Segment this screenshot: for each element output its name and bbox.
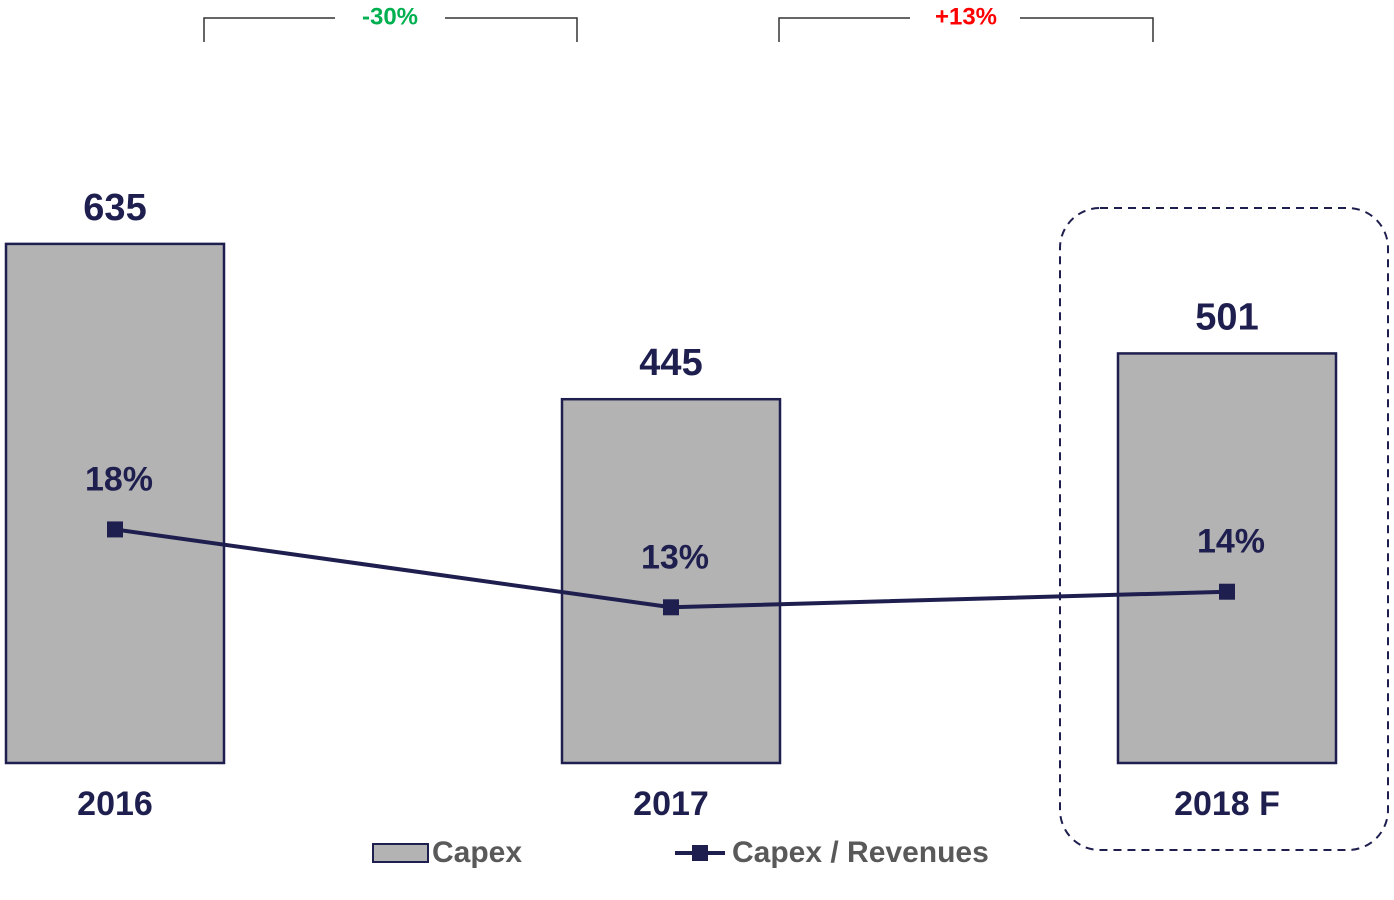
line-marker [1219, 583, 1235, 600]
bracket [203, 17, 578, 42]
legend-label: Capex [432, 836, 522, 869]
line-marker [107, 521, 123, 538]
x-tick-label: 2017 [633, 785, 709, 823]
x-tick-label: 2016 [77, 785, 153, 823]
line-marker [663, 599, 679, 616]
bar [4, 242, 226, 765]
legend-swatch [372, 843, 429, 863]
bar-value-label: 635 [83, 187, 146, 229]
bracket [778, 17, 1154, 42]
legend-swatch [692, 845, 708, 861]
line-value-label: 14% [1197, 523, 1265, 561]
x-tick-label: 2018 F [1174, 785, 1280, 823]
legend-label: Capex / Revenues [732, 836, 989, 869]
bar-value-label: 445 [639, 342, 702, 384]
line-value-label: 18% [85, 460, 153, 498]
forecast-box [1059, 207, 1389, 851]
line-value-label: 13% [641, 538, 709, 576]
change-annotation: +13% [935, 3, 997, 30]
bar [1116, 352, 1338, 765]
change-annotation: -30% [362, 3, 418, 30]
bar [560, 397, 782, 765]
bar-value-label: 501 [1195, 296, 1258, 338]
